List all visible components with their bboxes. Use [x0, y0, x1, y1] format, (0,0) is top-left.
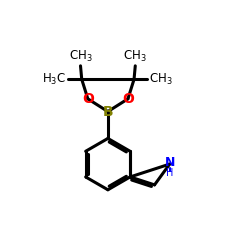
Text: O: O: [82, 92, 94, 106]
Text: N: N: [164, 156, 175, 169]
Text: B: B: [102, 104, 113, 118]
Text: H: H: [166, 168, 173, 178]
Text: O: O: [122, 92, 134, 106]
Text: $\rm CH_3$: $\rm CH_3$: [69, 49, 92, 64]
Text: $\rm CH_3$: $\rm CH_3$: [124, 49, 147, 64]
Text: $\rm H_3C$: $\rm H_3C$: [42, 72, 66, 87]
Text: $\rm CH_3$: $\rm CH_3$: [149, 72, 173, 87]
